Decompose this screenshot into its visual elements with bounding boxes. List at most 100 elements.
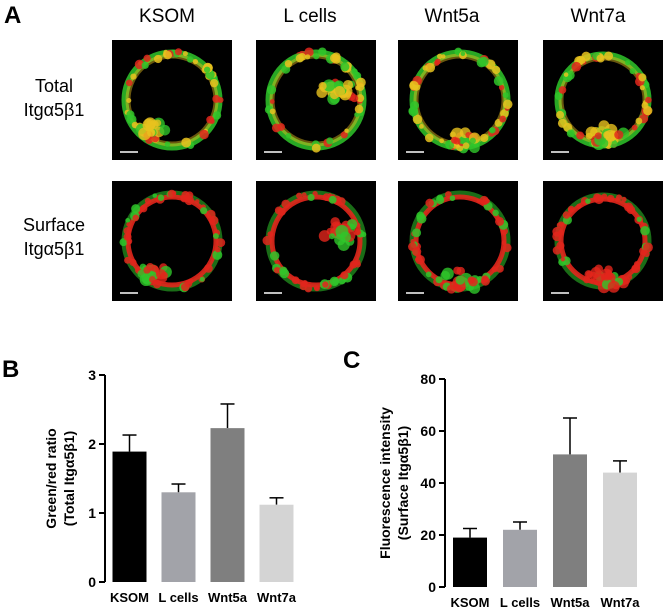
cell-nucleus <box>330 53 339 63</box>
y-tick-label: 3 <box>88 367 96 383</box>
cell-nucleus <box>492 65 501 75</box>
cell-nucleus <box>130 73 137 80</box>
cell-nucleus <box>199 276 205 282</box>
cell-nucleus <box>503 99 513 110</box>
cell-nucleus <box>351 68 358 75</box>
cell-nucleus <box>481 275 489 283</box>
cell-nucleus <box>204 264 213 273</box>
cell-nucleus <box>212 249 223 260</box>
cell-nucleus <box>409 81 419 91</box>
y-tick-label: 20 <box>420 527 436 543</box>
column-title-l-cells: L cells <box>283 6 337 27</box>
cell-nucleus <box>480 133 489 143</box>
cell-nucleus <box>262 235 272 246</box>
cell-nucleus <box>502 92 509 99</box>
bar-wnt7a <box>259 504 294 582</box>
micrograph-surface-l-cells <box>256 181 376 301</box>
cell-nucleus <box>412 114 423 125</box>
cell-nucleus <box>139 204 148 213</box>
cell-nucleus <box>636 216 642 222</box>
cell-nucleus <box>424 133 434 143</box>
bar-chart-surface: 0 20 40 60 80 Fluorescence intensity (Surface … <box>377 371 640 610</box>
cell-nucleus <box>273 267 281 274</box>
cell-nucleus <box>305 54 311 60</box>
cell-nucleus <box>322 193 331 202</box>
cell-nucleus <box>412 228 422 238</box>
cell-nucleus <box>616 194 622 201</box>
cell-nucleus <box>635 117 643 125</box>
cell-nucleus <box>425 271 432 278</box>
cell-nucleus <box>493 76 504 86</box>
cell-nucleus <box>476 57 487 68</box>
cell-nucleus <box>307 193 315 201</box>
inner-cell-mass <box>316 78 359 105</box>
cell-nucleus <box>422 65 428 71</box>
row-title-total-line1: Total <box>34 76 74 96</box>
cell-nucleus <box>199 129 209 140</box>
cell-nucleus <box>643 251 650 258</box>
row-title-surface-line2: Itgα5β1 <box>23 239 85 259</box>
inner-cell-mass <box>584 264 629 294</box>
cell-nucleus <box>322 281 329 288</box>
cell-nucleus <box>439 138 445 144</box>
cell-nucleus <box>491 266 498 273</box>
cell-nucleus <box>209 78 219 88</box>
row-title-surface-line1: Surface <box>22 215 86 235</box>
cell-nucleus <box>216 238 226 248</box>
cell-nucleus <box>645 96 652 104</box>
cell-nucleus <box>566 129 575 138</box>
cell-nucleus <box>340 62 350 72</box>
cell-nucleus <box>335 197 341 203</box>
cell-nucleus <box>571 61 582 72</box>
y-axis-label: Green/red ratio <box>43 428 59 528</box>
cell-nucleus <box>331 277 339 286</box>
cell-nucleus <box>163 50 172 60</box>
cell-nucleus <box>492 209 499 217</box>
micrograph-total-wnt5a <box>398 40 518 160</box>
cell-nucleus <box>340 131 348 139</box>
cell-nucleus <box>502 243 512 253</box>
cell-nucleus <box>285 132 292 139</box>
x-tick-label: L cells <box>158 590 198 605</box>
cell-nucleus <box>124 256 132 264</box>
cell-nucleus <box>125 79 133 87</box>
cell-nucleus <box>563 72 569 77</box>
cell-nucleus <box>499 115 507 123</box>
column-title-wnt7a: Wnt7a <box>570 6 626 27</box>
x-tick-label: Wnt5a <box>551 595 591 610</box>
cell-nucleus <box>326 137 334 145</box>
cell-nucleus <box>313 53 320 60</box>
cell-nucleus <box>328 195 337 204</box>
cell-nucleus <box>626 205 636 215</box>
cell-nucleus <box>304 47 314 57</box>
cell-nucleus <box>604 51 614 61</box>
cell-nucleus <box>212 111 222 120</box>
cell-nucleus <box>277 207 286 216</box>
cell-nucleus <box>501 240 507 246</box>
cell-nucleus <box>349 260 358 269</box>
cell-nucleus <box>496 264 504 273</box>
cell-nucleus <box>164 141 171 147</box>
column-title-wnt5a: Wnt5a <box>424 6 480 27</box>
column-title-ksom: KSOM <box>139 6 195 27</box>
cell-nucleus <box>181 137 192 148</box>
micrograph-surface-wnt7a <box>543 181 663 301</box>
bar-wnt5a <box>210 428 245 582</box>
y-axis-label-sub: (Surface Itgα5β1) <box>395 426 411 540</box>
micrograph-total-ksom <box>112 40 232 160</box>
inner-cell-mass <box>137 263 172 287</box>
cell-nucleus <box>495 216 505 226</box>
x-tick-label: Wnt5a <box>208 590 248 605</box>
cell-nucleus <box>269 251 280 261</box>
cell-nucleus <box>152 193 158 198</box>
cell-nucleus <box>214 246 221 253</box>
cell-nucleus <box>425 62 436 73</box>
y-axis-label-sub: (Total Itgα5β1) <box>61 431 77 526</box>
micrograph-total-l-cells <box>256 40 376 160</box>
y-tick-label: 80 <box>420 371 436 387</box>
cell-nucleus <box>281 199 291 209</box>
cell-nucleus <box>557 229 565 236</box>
cell-nucleus <box>181 191 190 200</box>
cell-nucleus <box>312 191 318 197</box>
micrograph-background <box>256 181 376 301</box>
